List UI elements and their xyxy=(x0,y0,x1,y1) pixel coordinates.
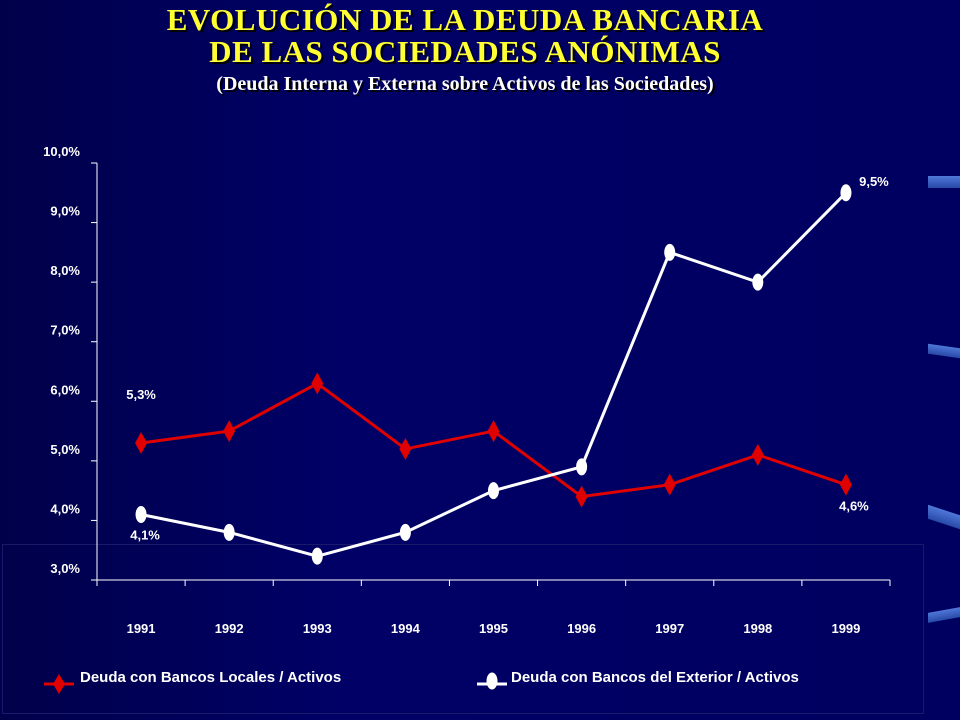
data-point-circle xyxy=(399,523,411,541)
chart-title-line-2: DE LAS SOCIEDADES ANÓNIMAS xyxy=(209,34,721,69)
data-point-circle xyxy=(840,184,852,202)
title-block: EVOLUCIÓN DE LA DEUDA BANCARIA DE LAS SO… xyxy=(0,4,930,96)
x-tick-label: 1994 xyxy=(391,621,421,636)
legend-swatch-circle xyxy=(486,672,498,690)
x-tick-label: 1992 xyxy=(215,621,244,636)
data-label: 5,3% xyxy=(126,387,156,402)
series-markers xyxy=(135,184,852,565)
legend-label: Deuda con Bancos Locales / Activos xyxy=(80,669,341,686)
y-tick-label: 4,0% xyxy=(50,501,80,516)
data-point-circle xyxy=(223,523,235,541)
x-tick-label: 1993 xyxy=(303,621,332,636)
data-point-diamond xyxy=(223,420,236,443)
y-tick-label: 5,0% xyxy=(50,442,80,457)
y-tick-label: 3,0% xyxy=(50,561,80,576)
series-line xyxy=(140,191,848,558)
axes: 3,0% 4,0% 5,0% 6,0% 7,0% 8,0% 9,0% 10,0% 1991 199… xyxy=(43,144,891,636)
data-label: 4,6% xyxy=(839,499,869,514)
legend-swatch-diamond xyxy=(53,674,65,694)
data-point-circle xyxy=(311,547,323,565)
data-point-diamond xyxy=(135,431,148,454)
y-tick-label: 10,0% xyxy=(43,144,80,159)
data-point-circle xyxy=(752,273,764,291)
x-tick-label: 1991 xyxy=(127,621,156,636)
x-tick-label: 1999 xyxy=(831,621,860,636)
y-tick-label: 7,0% xyxy=(50,323,80,338)
chart-subtitle: (Deuda Interna y Externa sobre Activos d… xyxy=(216,73,714,95)
data-point-diamond xyxy=(663,473,676,496)
data-label: 4,1% xyxy=(130,527,160,542)
data-label: 9,5% xyxy=(859,174,889,189)
x-tick-label: 1996 xyxy=(567,621,596,636)
data-point-circle xyxy=(135,505,147,523)
data-point-diamond xyxy=(575,485,588,508)
y-tick-label: 9,0% xyxy=(50,204,80,219)
data-point-circle xyxy=(576,458,588,476)
decorative-bar xyxy=(928,176,960,188)
data-point-circle xyxy=(664,243,676,261)
series-lines xyxy=(140,191,848,558)
x-tick-label: 1995 xyxy=(479,621,508,636)
x-tick-label: 1997 xyxy=(655,621,684,636)
legend-label: Deuda con Bancos del Exterior / Activos xyxy=(511,669,799,686)
data-point-diamond xyxy=(311,372,324,395)
data-point-diamond xyxy=(751,443,764,466)
y-tick-label: 8,0% xyxy=(50,263,80,278)
y-tick-label: 6,0% xyxy=(50,382,80,397)
data-point-circle xyxy=(488,482,499,500)
data-labels: 5,3% 4,6% 4,1% 9,5% xyxy=(126,174,889,543)
data-point-diamond xyxy=(487,420,500,443)
data-point-diamond xyxy=(839,473,852,496)
bottom-panel xyxy=(2,544,924,714)
x-tick-label: 1998 xyxy=(743,621,772,636)
legend: Deuda con Bancos Locales / Activos Deuda … xyxy=(44,669,799,694)
chart-title-line-1: EVOLUCIÓN DE LA DEUDA BANCARIA xyxy=(166,2,764,37)
data-point-diamond xyxy=(399,437,412,460)
